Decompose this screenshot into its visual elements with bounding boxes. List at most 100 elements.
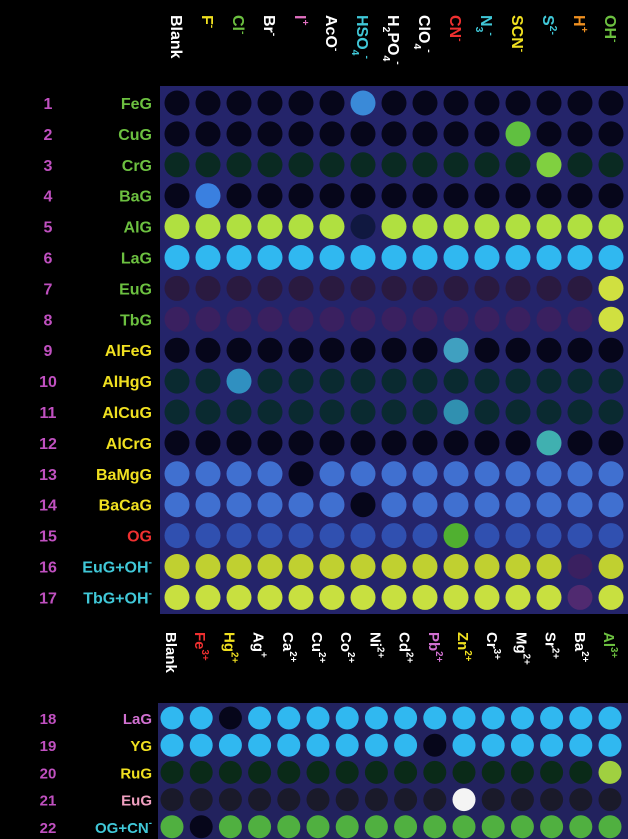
well [160, 733, 184, 757]
header-sub: 3 [473, 27, 484, 33]
header-sup: - [423, 49, 434, 53]
well [288, 461, 314, 487]
well [277, 706, 301, 730]
well [598, 492, 624, 518]
well [536, 337, 562, 363]
well [248, 788, 272, 812]
row-label-text: OG+CN [95, 820, 149, 837]
well [536, 523, 562, 549]
well [412, 523, 438, 549]
header-text: H [384, 15, 401, 27]
header-sup: 2+ [550, 648, 561, 659]
well [257, 183, 283, 209]
well [288, 121, 314, 147]
well [505, 337, 531, 363]
column-header: AcO- [322, 15, 341, 52]
well [164, 275, 190, 301]
column-header: Pb2+ [425, 632, 444, 663]
well [505, 492, 531, 518]
well [164, 554, 190, 579]
well [350, 399, 376, 425]
well [364, 788, 388, 812]
header-text: S [539, 15, 556, 26]
well [226, 306, 252, 332]
row-label: AlFeG [105, 343, 152, 360]
well [319, 430, 345, 456]
well [195, 554, 221, 579]
well [381, 183, 407, 209]
header-sup: + [299, 19, 310, 25]
well [288, 492, 314, 518]
well [443, 368, 469, 394]
well [257, 90, 283, 116]
row-number: 19 [40, 738, 57, 755]
row-label: EuG [119, 281, 152, 298]
header-sup: 2+ [433, 651, 444, 662]
row-label-text: EuG [121, 793, 152, 810]
row-label: BaCaG [99, 498, 152, 515]
well [319, 90, 345, 116]
well [306, 815, 330, 839]
well [536, 90, 562, 116]
well [474, 554, 500, 579]
well [412, 584, 438, 610]
well [335, 815, 359, 839]
well [412, 492, 438, 518]
well [226, 584, 252, 610]
well [505, 121, 531, 147]
well [350, 368, 376, 394]
well [288, 554, 314, 579]
well [189, 760, 213, 784]
row-number: 3 [44, 158, 53, 175]
well [195, 337, 221, 363]
header-sup: 2- [547, 26, 558, 36]
well [598, 584, 624, 610]
well [364, 760, 388, 784]
well [536, 245, 562, 270]
well [536, 306, 562, 332]
header-text: Cu [308, 632, 325, 652]
well [248, 760, 272, 784]
column-header: Zn2+ [454, 632, 473, 662]
well [536, 121, 562, 147]
well [443, 183, 469, 209]
header-text: Fe [191, 632, 208, 650]
row-number: 9 [44, 343, 53, 360]
header-text: I [291, 15, 308, 19]
row-number: 8 [44, 312, 53, 329]
well [505, 399, 531, 425]
well [412, 337, 438, 363]
well [288, 275, 314, 301]
header-sup: 2+ [579, 651, 590, 662]
row-label-text: AlHgG [102, 374, 152, 391]
row-label-text: AlCrG [106, 436, 152, 453]
well [598, 121, 624, 147]
well [481, 706, 505, 730]
well [350, 430, 376, 456]
well [381, 275, 407, 301]
well [288, 152, 314, 178]
row-number: 17 [39, 590, 57, 607]
well [306, 788, 330, 812]
well [288, 399, 314, 425]
well [598, 788, 622, 812]
row-number: 10 [39, 374, 57, 391]
well [412, 430, 438, 456]
well [394, 760, 418, 784]
well [394, 706, 418, 730]
row-label: AlCuG [102, 405, 152, 422]
well [364, 706, 388, 730]
well [218, 706, 242, 730]
header-text: PO [384, 32, 401, 55]
well [226, 337, 252, 363]
well [257, 275, 283, 301]
well [394, 788, 418, 812]
row-label: OG [127, 529, 152, 546]
column-header: Al3+ [600, 632, 619, 658]
well [412, 214, 438, 240]
well [319, 337, 345, 363]
well [569, 815, 593, 839]
well [164, 245, 190, 270]
well [164, 121, 190, 147]
well [195, 306, 221, 332]
